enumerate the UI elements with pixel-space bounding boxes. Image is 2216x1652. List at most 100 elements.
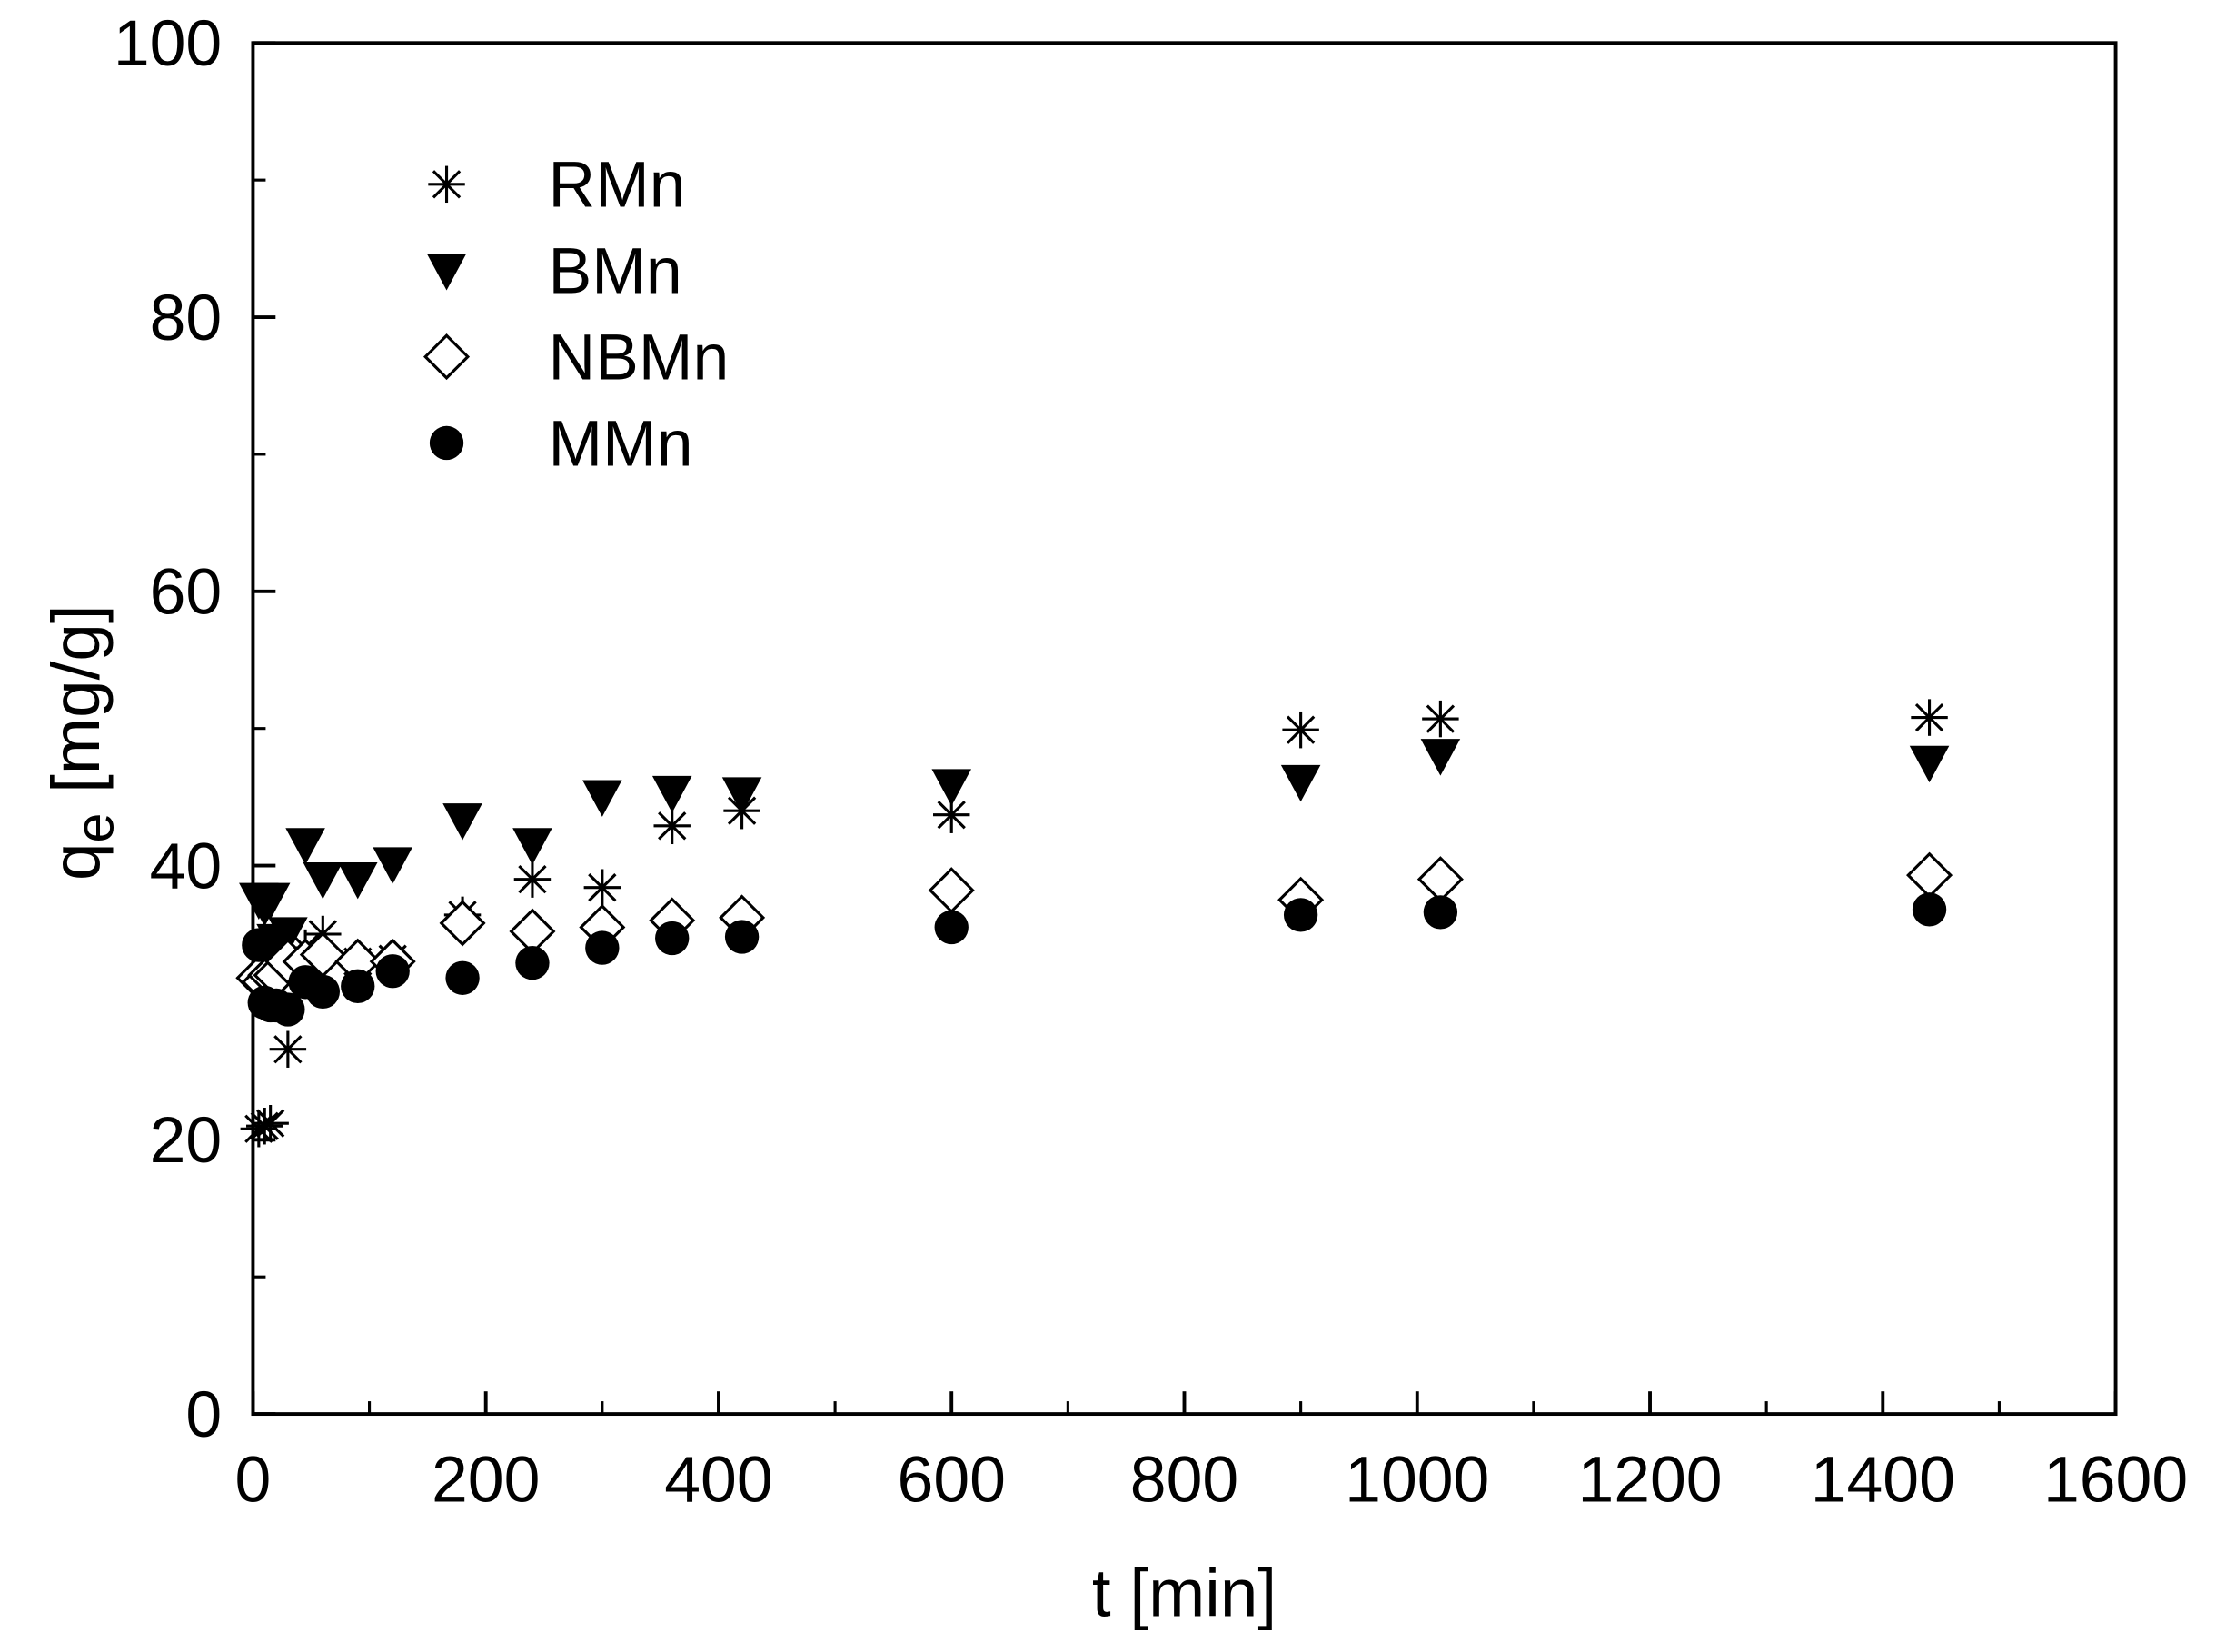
data-point-shape — [341, 969, 375, 1003]
plot-frame — [251, 41, 2118, 1417]
x-tick-label: 0 — [235, 1444, 272, 1517]
data-point — [269, 1030, 307, 1068]
data-point — [1280, 764, 1321, 802]
data-point — [655, 921, 690, 956]
data-point — [285, 828, 325, 865]
data-point-shape — [928, 867, 975, 914]
data-point — [1911, 699, 1948, 736]
data-point — [1283, 898, 1318, 932]
y-axis-subscript: e — [64, 813, 124, 843]
legend-marker — [429, 425, 464, 461]
data-point-shape — [658, 811, 687, 841]
data-point — [585, 930, 620, 965]
legend-marker-shape — [423, 333, 471, 381]
x-tick-label: 1000 — [1345, 1444, 1489, 1517]
data-point — [375, 954, 410, 989]
data-point-shape — [1426, 704, 1456, 733]
y-tick-label: 20 — [150, 1104, 223, 1177]
data-point-shape — [255, 1109, 285, 1138]
data-point-shape — [250, 882, 291, 921]
data-point-shape — [512, 828, 552, 865]
data-point-shape — [1283, 898, 1318, 932]
legend-marker-shape — [432, 170, 462, 199]
data-point — [240, 1110, 278, 1148]
data-point — [341, 969, 375, 1003]
legend-label: NBMn — [549, 321, 730, 393]
data-point-shape — [337, 861, 378, 900]
data-point — [1423, 895, 1458, 930]
data-point-shape — [655, 921, 690, 956]
data-point-shape — [937, 801, 966, 830]
data-point-shape — [934, 910, 969, 945]
data-point-shape — [242, 928, 276, 962]
data-point — [268, 917, 308, 954]
legend-label: BMn — [549, 235, 682, 308]
data-point — [303, 861, 343, 900]
data-point-shape — [271, 992, 305, 1027]
data-point — [513, 861, 552, 898]
data-point-shape — [305, 974, 340, 1010]
legend-marker — [423, 333, 471, 381]
data-point-shape — [445, 960, 480, 995]
y-axis-title: qe [mg/g] — [37, 604, 125, 881]
data-point-shape — [250, 1111, 279, 1140]
data-point — [373, 847, 412, 884]
data-point — [252, 1104, 289, 1142]
y-tick-label: 40 — [150, 830, 223, 902]
data-point-shape — [1280, 764, 1321, 802]
data-point-shape — [1286, 715, 1316, 744]
data-point-shape — [931, 769, 972, 806]
data-point-shape — [1416, 856, 1464, 903]
legend-marker-shape — [426, 254, 467, 291]
data-point — [242, 928, 276, 962]
data-point-shape — [273, 1035, 303, 1064]
data-point — [583, 869, 621, 906]
x-tick-label: 200 — [432, 1444, 540, 1517]
x-tick-label: 1600 — [2043, 1444, 2188, 1517]
data-point-shape — [303, 861, 343, 900]
data-point-shape — [1906, 851, 1953, 899]
x-tick-label: 1200 — [1577, 1444, 1722, 1517]
data-point — [515, 946, 550, 980]
x-tick-label: 600 — [898, 1444, 1006, 1517]
data-point-shape — [1909, 745, 1950, 783]
data-point-shape — [515, 946, 550, 980]
data-point — [928, 867, 975, 914]
data-point — [1420, 739, 1461, 776]
data-point — [445, 960, 480, 995]
data-point — [271, 992, 305, 1027]
data-point — [246, 1108, 283, 1145]
y-tick-label: 60 — [150, 556, 223, 629]
data-point — [442, 803, 482, 841]
legend-label: MMn — [549, 407, 693, 480]
data-point-shape — [375, 954, 410, 989]
y-tick-label: 80 — [150, 282, 223, 354]
data-point — [1416, 856, 1464, 903]
data-point — [582, 780, 622, 817]
y-tick-label: 0 — [185, 1378, 222, 1451]
data-point — [651, 775, 692, 813]
data-point-shape — [442, 803, 482, 841]
data-point — [337, 861, 378, 900]
data-point-shape — [439, 900, 486, 947]
data-point — [1906, 851, 1953, 899]
data-point-shape — [1420, 739, 1461, 776]
data-point — [439, 900, 486, 947]
data-point — [1422, 700, 1459, 738]
data-point — [721, 777, 762, 814]
data-point-shape — [582, 780, 622, 817]
data-point — [1909, 745, 1950, 783]
legend-marker-shape — [429, 425, 464, 461]
data-point-shape — [1423, 895, 1458, 930]
y-axis-symbol: q — [37, 843, 114, 881]
data-point — [1912, 892, 1947, 927]
data-point — [250, 882, 291, 921]
data-point — [653, 807, 691, 845]
data-point — [931, 769, 972, 806]
data-point-shape — [585, 930, 620, 965]
legend-label: RMn — [549, 149, 686, 222]
data-point-shape — [285, 828, 325, 865]
legend-marker — [428, 165, 465, 204]
